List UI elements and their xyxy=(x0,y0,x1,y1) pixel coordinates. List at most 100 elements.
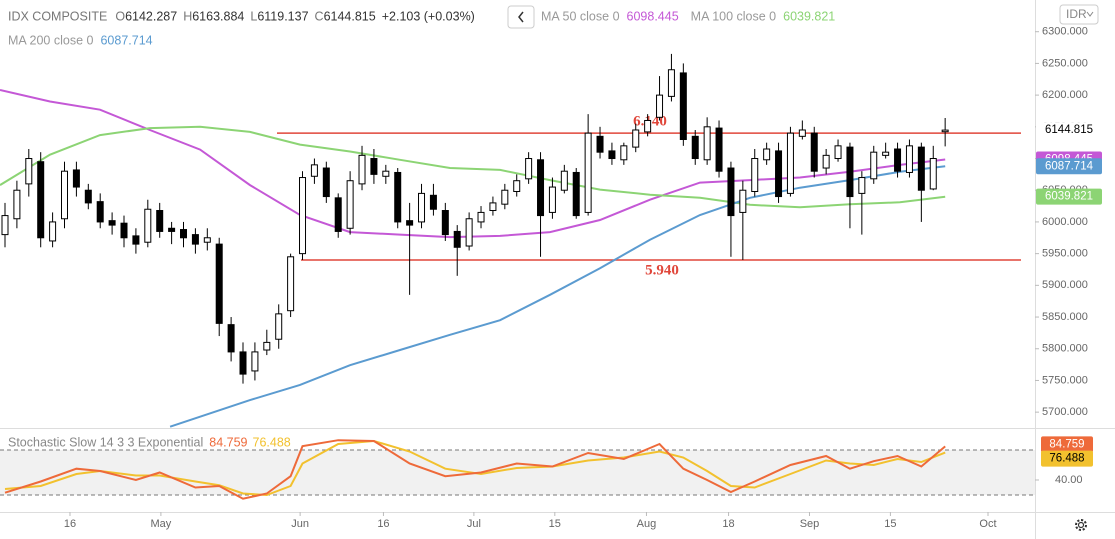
x-tick-label: Jul xyxy=(467,518,481,530)
currency[interactable]: IDR xyxy=(1066,7,1087,21)
candle-body xyxy=(465,218,473,247)
candle xyxy=(715,120,723,178)
candle xyxy=(203,228,211,251)
candle-body xyxy=(834,145,842,160)
currency-box[interactable] xyxy=(1059,4,1099,25)
y-tick-label: 5750.000 xyxy=(1042,374,1088,386)
price-tag-box xyxy=(1036,122,1102,139)
y-tick-label: 5950.000 xyxy=(1042,248,1088,260)
candle-body xyxy=(775,150,783,198)
candle xyxy=(632,123,640,153)
candle xyxy=(596,126,604,159)
candle-body xyxy=(239,351,247,375)
candle xyxy=(72,161,80,197)
candle-body xyxy=(763,148,771,161)
candle-body xyxy=(894,148,902,172)
stochastic-line xyxy=(4,439,946,500)
candle xyxy=(37,152,45,248)
collapse-button[interactable] xyxy=(507,5,535,29)
candle-body xyxy=(96,201,104,223)
candle-body xyxy=(620,145,628,161)
ohlc-value: 6119.137 xyxy=(257,9,308,23)
candle xyxy=(786,126,794,197)
level-label: 5.940 xyxy=(645,262,679,278)
candle-body xyxy=(25,158,33,185)
stochastic-tag: 84.759 xyxy=(1049,438,1084,450)
candle-body xyxy=(905,145,913,173)
candle xyxy=(287,253,295,318)
price-tag: 6144.815 xyxy=(1045,124,1093,136)
candle-body xyxy=(215,243,223,324)
candle-body xyxy=(287,256,295,312)
candle-body xyxy=(406,220,414,226)
candle xyxy=(61,161,69,229)
candle-body xyxy=(203,237,211,243)
candle-body xyxy=(715,127,723,172)
ohlc-letter: L xyxy=(250,9,257,23)
symbol: IDX COMPOSITE xyxy=(8,9,107,23)
ohlc-value: 6142.287 xyxy=(125,9,177,23)
candle xyxy=(299,171,307,260)
candle-body xyxy=(168,227,176,232)
price-tag: 6039.821 xyxy=(1045,191,1093,203)
price-tag-box xyxy=(1036,188,1102,205)
candle xyxy=(810,126,818,178)
x-tick-label: Sep xyxy=(800,518,820,530)
candle-body xyxy=(61,170,69,220)
candle xyxy=(180,221,188,248)
candle xyxy=(156,202,164,238)
candle xyxy=(465,212,473,251)
gear-hub[interactable] xyxy=(1077,521,1085,529)
x-tick-label: 15 xyxy=(884,518,896,530)
y-tick-label: 6200.000 xyxy=(1042,89,1088,101)
candle-body xyxy=(548,186,556,213)
candle-body xyxy=(418,192,426,223)
candle-body xyxy=(929,158,937,190)
candle xyxy=(13,180,21,229)
candle-body xyxy=(727,167,735,217)
candle xyxy=(834,139,842,162)
price-tag: 6087.714 xyxy=(1045,160,1094,172)
candle xyxy=(751,149,759,197)
collapse-icon[interactable] xyxy=(518,11,524,23)
gear-teeth[interactable] xyxy=(1075,519,1087,531)
moving-average xyxy=(169,165,946,428)
x-tick-label: 16 xyxy=(377,518,389,530)
candle xyxy=(239,342,247,384)
candle xyxy=(263,329,271,356)
candle-body xyxy=(453,230,461,248)
candle-body xyxy=(679,72,687,140)
candle-body xyxy=(656,94,664,118)
candle xyxy=(905,139,913,178)
candle xyxy=(227,317,235,362)
ohlc-letter: H xyxy=(183,9,192,23)
stochastic-value: 84.759 xyxy=(209,435,247,449)
candle xyxy=(84,183,92,210)
settings-button[interactable] xyxy=(1075,519,1087,531)
candle xyxy=(394,168,402,229)
candle-body xyxy=(537,159,545,217)
candle-body xyxy=(310,164,318,177)
candle xyxy=(501,183,509,210)
candle xyxy=(489,196,497,216)
dropdown-arrow[interactable] xyxy=(1086,11,1094,17)
candle xyxy=(418,183,426,229)
candle xyxy=(870,145,878,184)
currency-button[interactable]: IDR xyxy=(1059,4,1099,25)
candle-body xyxy=(441,210,449,236)
candle xyxy=(370,149,378,184)
candle xyxy=(275,304,283,349)
candle-body xyxy=(632,129,640,148)
candle xyxy=(429,183,437,216)
candle xyxy=(513,174,521,197)
ma-value: 6087.714 xyxy=(100,33,152,47)
candle-body xyxy=(584,132,592,213)
candle xyxy=(1,202,9,248)
candle-body xyxy=(489,202,497,212)
candle-body xyxy=(72,169,80,188)
collapse-box[interactable] xyxy=(507,5,535,29)
candle xyxy=(572,168,580,219)
candle xyxy=(656,76,664,121)
stochastic-tag: 76.488 xyxy=(1049,453,1084,465)
